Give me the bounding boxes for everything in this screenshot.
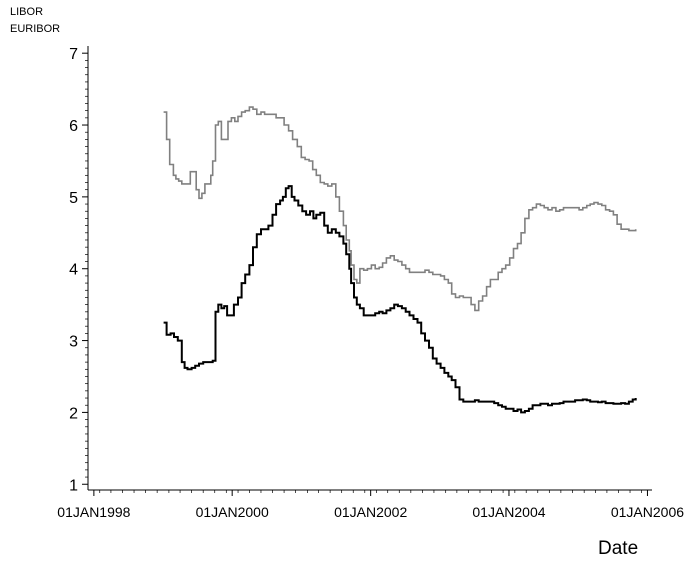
y-tick-label: 5 (69, 190, 78, 207)
x-tick-label: 01JAN2000 (196, 504, 269, 520)
legend-libor: LIBOR (10, 6, 44, 18)
x-tick-label: 01JAN2004 (472, 504, 545, 520)
y-tick-label: 4 (69, 262, 78, 279)
y-tick-label: 6 (69, 118, 78, 135)
y-tick-label: 1 (69, 477, 78, 494)
x-tick-label: 01JAN2006 (611, 504, 684, 520)
x-tick-label: 01JAN2002 (334, 504, 407, 520)
y-tick-label: 2 (69, 405, 78, 422)
y-tick-label: 7 (69, 46, 78, 63)
x-tick-label: 01JAN1998 (57, 504, 130, 520)
series-layer (163, 106, 637, 414)
series-line-libor (163, 106, 637, 312)
axes: 1 2 3 4 5 6 7 01JAN1998 01JAN2000 01JAN2002 01JAN2… (57, 46, 684, 520)
series-line-euribor (163, 185, 637, 414)
legend-euribor: EURIBOR (10, 23, 61, 35)
y-tick-label: 3 (69, 334, 78, 351)
x-axis-label: Date (598, 538, 639, 559)
